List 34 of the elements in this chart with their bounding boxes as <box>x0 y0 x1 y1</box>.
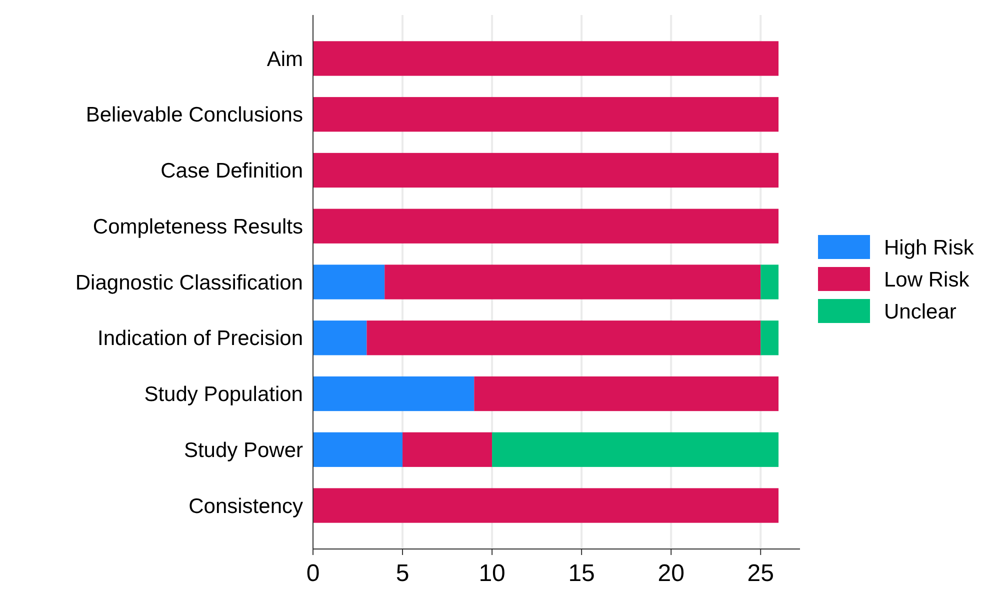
legend-label: Low Risk <box>884 268 970 292</box>
x-tick-label: 20 <box>658 560 684 587</box>
y-tick-label: Consistency <box>188 494 304 518</box>
x-tick-label: 5 <box>396 560 410 587</box>
bar <box>313 41 779 76</box>
y-tick-label: Aim <box>266 48 303 71</box>
y-tick-label: Indication of Precision <box>98 327 303 350</box>
bar <box>760 320 779 356</box>
bar <box>313 97 779 132</box>
x-tick-label: 0 <box>306 560 320 587</box>
bar <box>313 488 779 523</box>
bar <box>313 376 474 412</box>
x-tick-label: 15 <box>568 560 595 587</box>
bar <box>313 264 385 300</box>
y-tick-label: Diagnostic Classification <box>75 271 303 294</box>
bar <box>313 152 779 188</box>
x-tick-label: 25 <box>747 560 774 587</box>
y-tick-label: Study Population <box>144 383 303 406</box>
bar <box>366 320 761 356</box>
y-tick-label: Case Definition <box>160 160 303 183</box>
y-tick-label: Study Power <box>184 438 303 462</box>
bar <box>492 432 779 467</box>
bar <box>313 432 403 467</box>
bar <box>474 376 779 412</box>
legend-label: High Risk <box>884 236 974 260</box>
bar <box>384 264 761 300</box>
bar <box>313 208 779 244</box>
bar <box>760 264 779 300</box>
y-tick-label: Completeness Results <box>92 215 303 238</box>
x-tick-label: 10 <box>478 560 506 587</box>
legend-label: Unclear <box>884 300 956 324</box>
bar <box>313 320 367 356</box>
bar <box>402 432 492 467</box>
y-tick-label: Believable Conclusions <box>86 104 303 127</box>
